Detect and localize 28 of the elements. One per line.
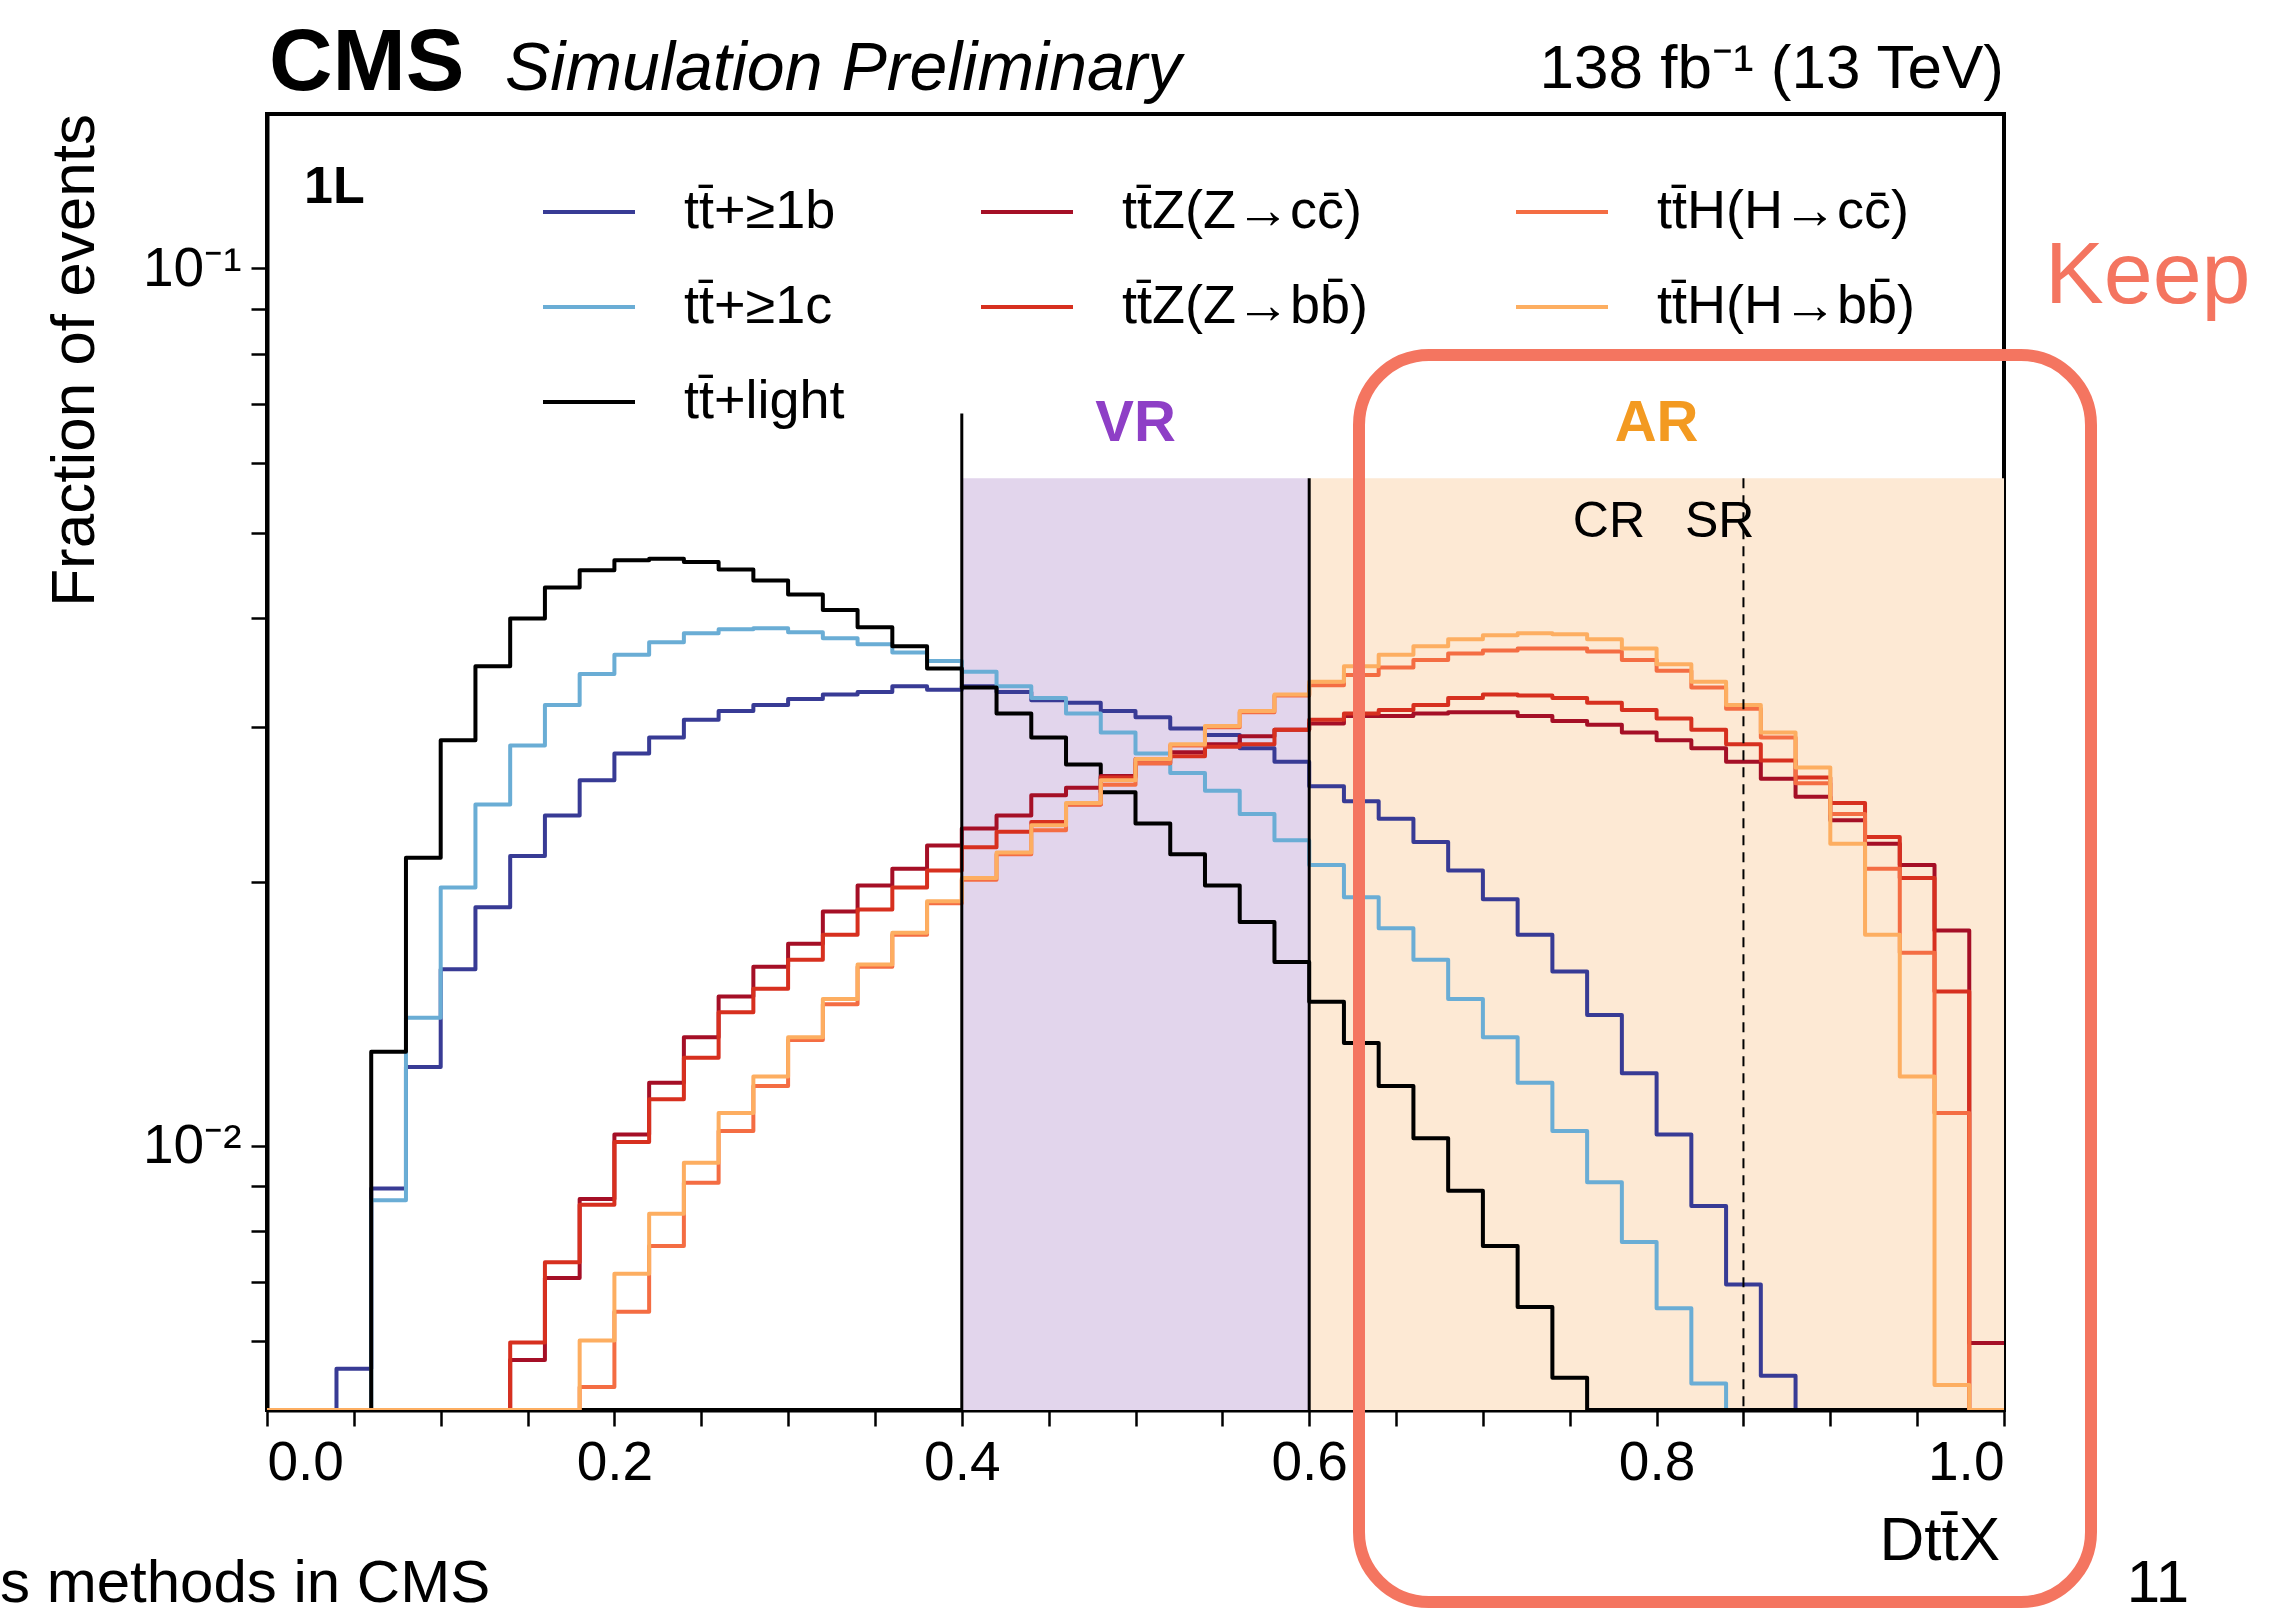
chart-title: CMS: [269, 10, 465, 109]
legend-label: tt̄Z(Z→cc̄): [1122, 179, 1362, 239]
annotation: CR: [1572, 492, 1645, 548]
x-tick-label: 0.4: [924, 1429, 1001, 1492]
x-tick-label: 0.0: [267, 1429, 344, 1492]
x-tick-label: 0.8: [1618, 1429, 1696, 1492]
annotation: SR: [1685, 492, 1755, 548]
legend-label: tt̄+≥1c: [684, 274, 833, 334]
y-tick-label: 10⁻²: [143, 1113, 242, 1176]
x-tick-label: 0.6: [1271, 1429, 1348, 1492]
band-label: AR: [1614, 387, 1699, 453]
x-tick-label: 0.2: [576, 1429, 654, 1492]
x-axis-title: Dtt̄X: [1879, 1504, 2000, 1573]
annotation: 1L: [304, 156, 365, 214]
legend-label: tt̄H(H→cc̄): [1657, 179, 1909, 239]
x-tick-label: 1.0: [1928, 1429, 2005, 1492]
text: Keep: [2045, 223, 2251, 322]
legend-label: tt̄H(H→bb̄): [1657, 274, 1916, 334]
y-axis-title: Fraction of events: [38, 114, 107, 607]
text: s methods in CMS: [0, 1548, 491, 1608]
text: 138 fb⁻¹ (13 TeV): [1539, 32, 2004, 101]
band-label: VR: [1095, 387, 1176, 453]
chart-subtitle: Simulation Preliminary: [505, 28, 1186, 104]
legend-label: tt̄Z(Z→bb̄): [1122, 274, 1369, 334]
legend-label: tt̄+light: [684, 369, 845, 429]
text: 11: [2126, 1548, 2190, 1608]
y-tick-label: 10⁻¹: [143, 236, 242, 298]
legend-label: tt̄+≥1b: [684, 179, 836, 239]
